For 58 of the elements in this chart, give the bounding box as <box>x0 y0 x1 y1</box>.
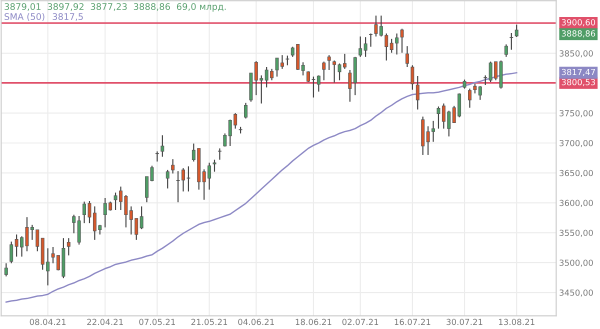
candlestick <box>166 169 170 190</box>
candlestick <box>223 132 227 148</box>
candlestick <box>504 44 508 58</box>
text: 3817,47 <box>562 68 595 76</box>
x-tick-label: 13.08.21 <box>498 318 534 326</box>
y-tick-label: 3650,00 <box>560 170 593 178</box>
candlestick <box>473 83 477 94</box>
x-tick-label: 08.04.21 <box>30 318 66 326</box>
candlestick <box>327 54 331 71</box>
y-tick-label: 3600,00 <box>560 200 593 207</box>
candlestick <box>66 238 70 256</box>
candlestick <box>410 64 414 90</box>
candlestick <box>484 74 488 86</box>
candlestick <box>140 206 144 230</box>
candlestick <box>4 262 8 277</box>
y-tick-label: 3550,00 <box>560 230 593 237</box>
ref-line-label: 3800,53 <box>562 78 595 86</box>
candlestick <box>369 32 373 48</box>
candlestick <box>155 150 159 162</box>
annotation: 3817,5 <box>52 13 83 21</box>
candlestick <box>160 134 164 158</box>
x-tick-label: 21.05.21 <box>191 318 228 326</box>
candlestick <box>514 24 518 38</box>
candlestick <box>416 75 420 110</box>
candlestick <box>405 46 409 68</box>
candlestick <box>286 55 290 66</box>
candlestick <box>218 148 222 160</box>
candlestick <box>400 28 404 54</box>
x-tick-label: 04.06.21 <box>238 318 274 326</box>
candlestick <box>77 215 81 246</box>
candlestick <box>510 32 514 50</box>
text: 3888,86 <box>562 30 596 38</box>
candlestick <box>468 88 472 108</box>
candlestick <box>358 36 362 58</box>
candlestick <box>72 214 76 234</box>
chart-subtitle: 3879,01 3897,92 3877,23 3888,86 69,0 млрд. <box>4 3 226 12</box>
x-tick-label: 22.04.21 <box>87 318 123 326</box>
y-tick-label: 3700,00 <box>560 140 593 148</box>
candlestick <box>322 61 326 81</box>
y-tick-label: 3750,00 <box>560 110 593 118</box>
candlestick <box>301 62 305 76</box>
x-tick-label: 02.07.21 <box>342 318 378 326</box>
x-tick-label: 18.06.21 <box>296 318 332 326</box>
candlestick <box>10 241 14 264</box>
candlestick <box>348 69 352 102</box>
y-tick-label: 3500,00 <box>560 260 593 267</box>
text: SMA (50) <box>4 13 44 22</box>
y-tick-label: 3450,00 <box>560 289 593 297</box>
candlestick <box>212 159 216 172</box>
candlestick <box>244 102 248 120</box>
candlestick <box>364 36 368 58</box>
x-tick-label: 07.05.21 <box>139 318 175 326</box>
candlestick <box>478 86 482 100</box>
x-tick-label: 16.07.21 <box>394 318 430 326</box>
ref-line-label: 3900,60 <box>562 19 596 26</box>
x-tick-label: 30.07.21 <box>446 318 482 326</box>
y-tick-label: 3850,00 <box>560 50 593 58</box>
candlestick <box>171 158 175 174</box>
